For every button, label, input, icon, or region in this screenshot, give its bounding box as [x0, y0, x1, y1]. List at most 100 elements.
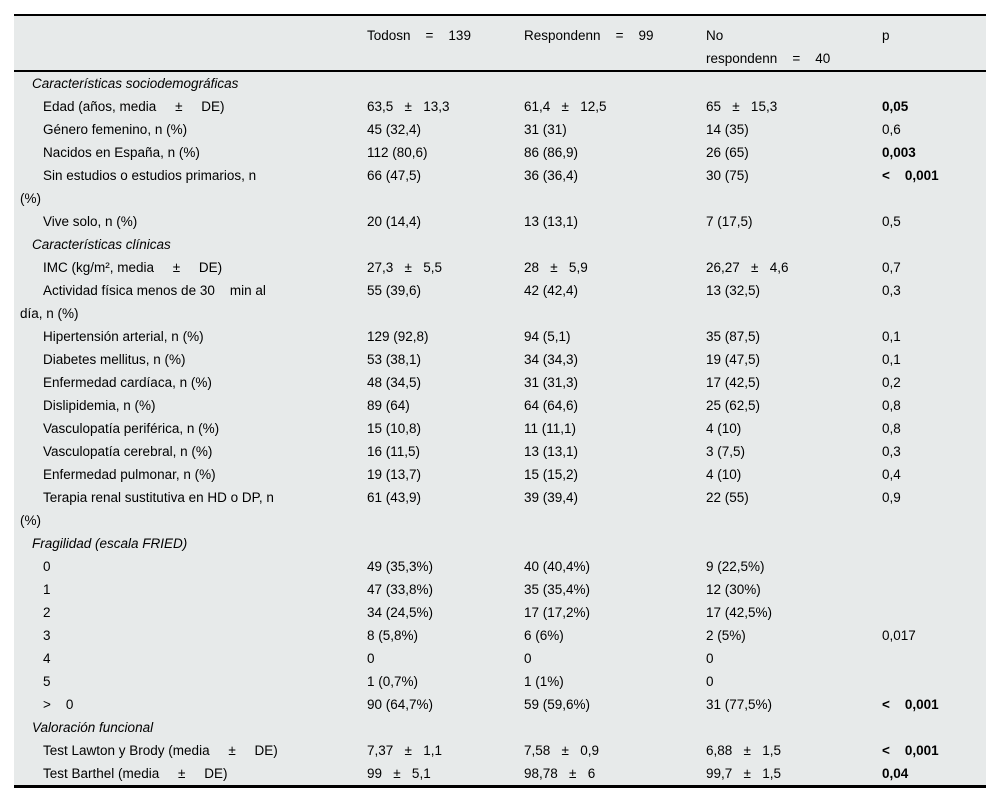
- cell-todos-value: 16 (11,5): [367, 444, 421, 459]
- cell-responden-value: 40 (40,4%): [524, 559, 591, 574]
- cell-responden-value: 35 (35,4%): [524, 582, 591, 597]
- header-empty: [14, 24, 367, 70]
- cell-todos-value: [367, 532, 524, 555]
- cell-p-value: 0,6: [882, 122, 901, 137]
- table-row: Vive solo, n (%) 20 (14,4) 13 (13,1) 7 (…: [14, 210, 986, 233]
- row-label: Test Lawton y Brody (media ± DE): [43, 743, 278, 758]
- cell-p-value: [882, 72, 986, 95]
- cell-todos-value: 27,3 ± 5,5: [367, 260, 442, 275]
- cell-no-responden-value: 19 (47,5): [706, 352, 761, 367]
- table-row: Vasculopatía periférica, n (%) 15 (10,8)…: [14, 417, 986, 440]
- cell-todos-value: 45 (32,4): [367, 122, 422, 137]
- row-label: Dislipidemia, n (%): [43, 398, 156, 413]
- cell-p-value: 0,003: [882, 145, 916, 160]
- cell-p-value: 0,5: [882, 214, 901, 229]
- cell-no-responden-value: 25 (62,5): [706, 398, 761, 413]
- cell-todos-value: 99 ± 5,1: [367, 766, 431, 781]
- table-body: Características sociodemográficas Edad (…: [14, 72, 986, 785]
- cell-todos-value: 66 (47,5): [367, 168, 422, 183]
- cell-todos-value: 61 (43,9): [367, 490, 422, 505]
- cell-todos-value: 90 (64,7%): [367, 697, 434, 712]
- cell-todos-value: 19 (13,7): [367, 467, 422, 482]
- cell-p-value: 0,9: [882, 490, 901, 505]
- row-label: Vasculopatía periférica, n (%): [43, 421, 220, 436]
- cell-p-value: [882, 555, 986, 578]
- table-row: 4 0 0 0: [14, 647, 986, 670]
- cell-p-value: < 0,001: [882, 697, 939, 712]
- cell-no-responden-value: 99,7 ± 1,5: [706, 766, 781, 781]
- row-label: Terapia renal sustitutiva en HD o DP, n …: [20, 490, 274, 528]
- cell-no-responden-value: 65 ± 15,3: [706, 99, 778, 114]
- cell-no-responden-value: 4 (10): [706, 467, 742, 482]
- cell-todos-value: 20 (14,4): [367, 214, 422, 229]
- cell-todos-value: [367, 716, 524, 739]
- row-label: Enfermedad cardíaca, n (%): [43, 375, 212, 390]
- cell-responden-value: 36 (36,4): [524, 168, 579, 183]
- row-label: Enfermedad pulmonar, n (%): [43, 467, 216, 482]
- table-header-row: Todosn = 139 Respondenn = 99 No responde…: [14, 16, 986, 70]
- cell-p-value: 0,04: [882, 766, 909, 781]
- header-divider-rule: [14, 70, 986, 72]
- table-top-rule: [14, 14, 986, 16]
- cell-p-value: 0,3: [882, 444, 901, 459]
- row-label: Vive solo, n (%): [43, 214, 138, 229]
- cell-p-value: 0,4: [882, 467, 901, 482]
- table-row: Nacidos en España, n (%) 112 (80,6) 86 (…: [14, 141, 986, 164]
- cell-no-responden-value: [706, 233, 882, 256]
- header-todos: Todosn = 139: [367, 28, 471, 43]
- cell-responden-value: 6 (6%): [524, 628, 564, 643]
- cell-no-responden-value: [706, 72, 882, 95]
- cell-no-responden-value: 9 (22,5%): [706, 559, 765, 574]
- table-row: Características clínicas: [14, 233, 986, 256]
- cell-p-value: [882, 601, 986, 624]
- cell-responden-value: [524, 233, 706, 256]
- cell-no-responden-value: 6,88 ± 1,5: [706, 743, 781, 758]
- cell-p-value: 0,2: [882, 375, 901, 390]
- row-label: 4: [43, 651, 51, 666]
- cell-no-responden-value: [706, 716, 882, 739]
- cell-no-responden-value: 26 (65): [706, 145, 749, 160]
- cell-todos-value: 48 (34,5): [367, 375, 422, 390]
- cell-todos-value: 7,37 ± 1,1: [367, 743, 442, 758]
- row-label: Características sociodemográficas: [32, 76, 239, 91]
- table-row: IMC (kg/m², media ± DE) 27,3 ± 5,5 28 ± …: [14, 256, 986, 279]
- table-row: Características sociodemográficas: [14, 72, 986, 95]
- table-row: 5 1 (0,7%) 1 (1%) 0: [14, 670, 986, 693]
- row-label: 1: [43, 582, 51, 597]
- cell-p-value: 0,3: [882, 283, 901, 298]
- cell-no-responden-value: 22 (55): [706, 490, 749, 505]
- cell-responden-value: 13 (13,1): [524, 214, 579, 229]
- cell-no-responden-value: 17 (42,5): [706, 375, 761, 390]
- cell-responden-value: 64 (64,6): [524, 398, 579, 413]
- table-row: Enfermedad pulmonar, n (%) 19 (13,7) 15 …: [14, 463, 986, 486]
- row-label: Actividad física menos de 30 min al día,…: [20, 283, 266, 321]
- row-label: Sin estudios o estudios primarios, n (%): [20, 168, 257, 206]
- cell-responden-value: 7,58 ± 0,9: [524, 743, 599, 758]
- row-label: 0: [43, 559, 51, 574]
- cell-todos-value: 63,5 ± 13,3: [367, 99, 450, 114]
- row-label: Género femenino, n (%): [43, 122, 188, 137]
- row-label: Hipertensión arterial, n (%): [43, 329, 204, 344]
- cell-responden-value: 0: [524, 651, 532, 666]
- cell-no-responden-value: 3 (7,5): [706, 444, 746, 459]
- cell-p-value: [882, 578, 986, 601]
- table-row: Test Barthel (media ± DE) 99 ± 5,1 98,78…: [14, 762, 986, 785]
- cell-todos-value: 129 (92,8): [367, 329, 429, 344]
- table-row: 3 8 (5,8%) 6 (6%) 2 (5%) 0,017: [14, 624, 986, 647]
- cell-p-value: [882, 233, 986, 256]
- cell-todos-value: 0: [367, 651, 375, 666]
- cell-p-value: 0,7: [882, 260, 901, 275]
- cell-responden-value: 39 (39,4): [524, 490, 579, 505]
- cell-todos-value: 1 (0,7%): [367, 674, 419, 689]
- cell-no-responden-value: 7 (17,5): [706, 214, 753, 229]
- cell-responden-value: 17 (17,2%): [524, 605, 591, 620]
- row-label: Valoración funcional: [32, 720, 154, 735]
- cell-p-value: 0,1: [882, 352, 901, 367]
- cell-p-value: 0,1: [882, 329, 901, 344]
- cell-todos-value: 47 (33,8%): [367, 582, 434, 597]
- header-no-responden: No respondenn = 40: [706, 28, 831, 66]
- cell-no-responden-value: [706, 532, 882, 555]
- cell-responden-value: 13 (13,1): [524, 444, 579, 459]
- cell-responden-value: 31 (31,3): [524, 375, 579, 390]
